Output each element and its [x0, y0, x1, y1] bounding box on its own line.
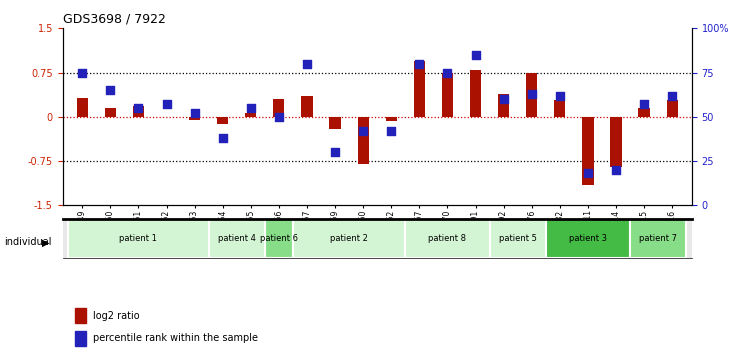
Point — [301, 61, 313, 67]
Point — [245, 105, 257, 111]
Point — [386, 128, 397, 134]
Text: patient 7: patient 7 — [639, 234, 677, 244]
Bar — [77, 98, 88, 117]
Point — [329, 149, 341, 155]
Bar — [273, 99, 285, 117]
Text: patient 8: patient 8 — [428, 234, 467, 244]
Text: ▶: ▶ — [42, 238, 49, 247]
Bar — [638, 108, 650, 117]
Bar — [526, 73, 537, 117]
Point — [610, 167, 622, 173]
Bar — [406, 219, 489, 258]
Bar — [630, 219, 686, 258]
Bar — [293, 219, 406, 258]
Text: percentile rank within the sample: percentile rank within the sample — [93, 333, 258, 343]
Bar — [610, 117, 622, 167]
Bar — [386, 117, 397, 121]
Point — [442, 70, 453, 75]
Text: patient 2: patient 2 — [330, 234, 368, 244]
Bar — [105, 108, 116, 117]
Bar — [189, 117, 200, 120]
Point — [132, 105, 144, 111]
Bar — [132, 106, 144, 117]
Point — [160, 102, 172, 107]
Bar — [75, 308, 86, 323]
Text: patient 4: patient 4 — [218, 234, 255, 244]
Bar — [208, 219, 265, 258]
Bar — [489, 219, 546, 258]
Bar — [330, 117, 341, 129]
Bar — [414, 61, 425, 117]
Point — [414, 61, 425, 67]
Point — [554, 93, 566, 98]
Point — [638, 102, 650, 107]
Point — [526, 91, 537, 97]
Text: patient 3: patient 3 — [569, 234, 607, 244]
Point — [188, 110, 200, 116]
Bar — [546, 219, 630, 258]
Bar — [68, 219, 208, 258]
Bar — [554, 100, 565, 117]
Bar — [301, 96, 313, 117]
Text: GDS3698 / 7922: GDS3698 / 7922 — [63, 13, 166, 26]
Point — [582, 171, 594, 176]
Point — [77, 70, 88, 75]
Text: log2 ratio: log2 ratio — [93, 311, 139, 321]
Bar — [442, 73, 453, 117]
Point — [273, 114, 285, 120]
Text: individual: individual — [4, 238, 52, 247]
Bar — [358, 117, 369, 164]
Bar — [582, 117, 593, 185]
Point — [105, 87, 116, 93]
Bar — [75, 331, 86, 346]
Bar — [217, 117, 228, 124]
Text: patient 1: patient 1 — [119, 234, 158, 244]
Point — [498, 96, 509, 102]
Bar — [667, 100, 678, 117]
Text: patient 6: patient 6 — [260, 234, 298, 244]
Bar — [470, 70, 481, 117]
Point — [217, 135, 229, 141]
Bar — [498, 95, 509, 117]
Bar — [245, 113, 256, 117]
Text: patient 5: patient 5 — [499, 234, 537, 244]
Bar — [265, 219, 293, 258]
Point — [470, 52, 481, 58]
Point — [357, 128, 369, 134]
Point — [666, 93, 678, 98]
